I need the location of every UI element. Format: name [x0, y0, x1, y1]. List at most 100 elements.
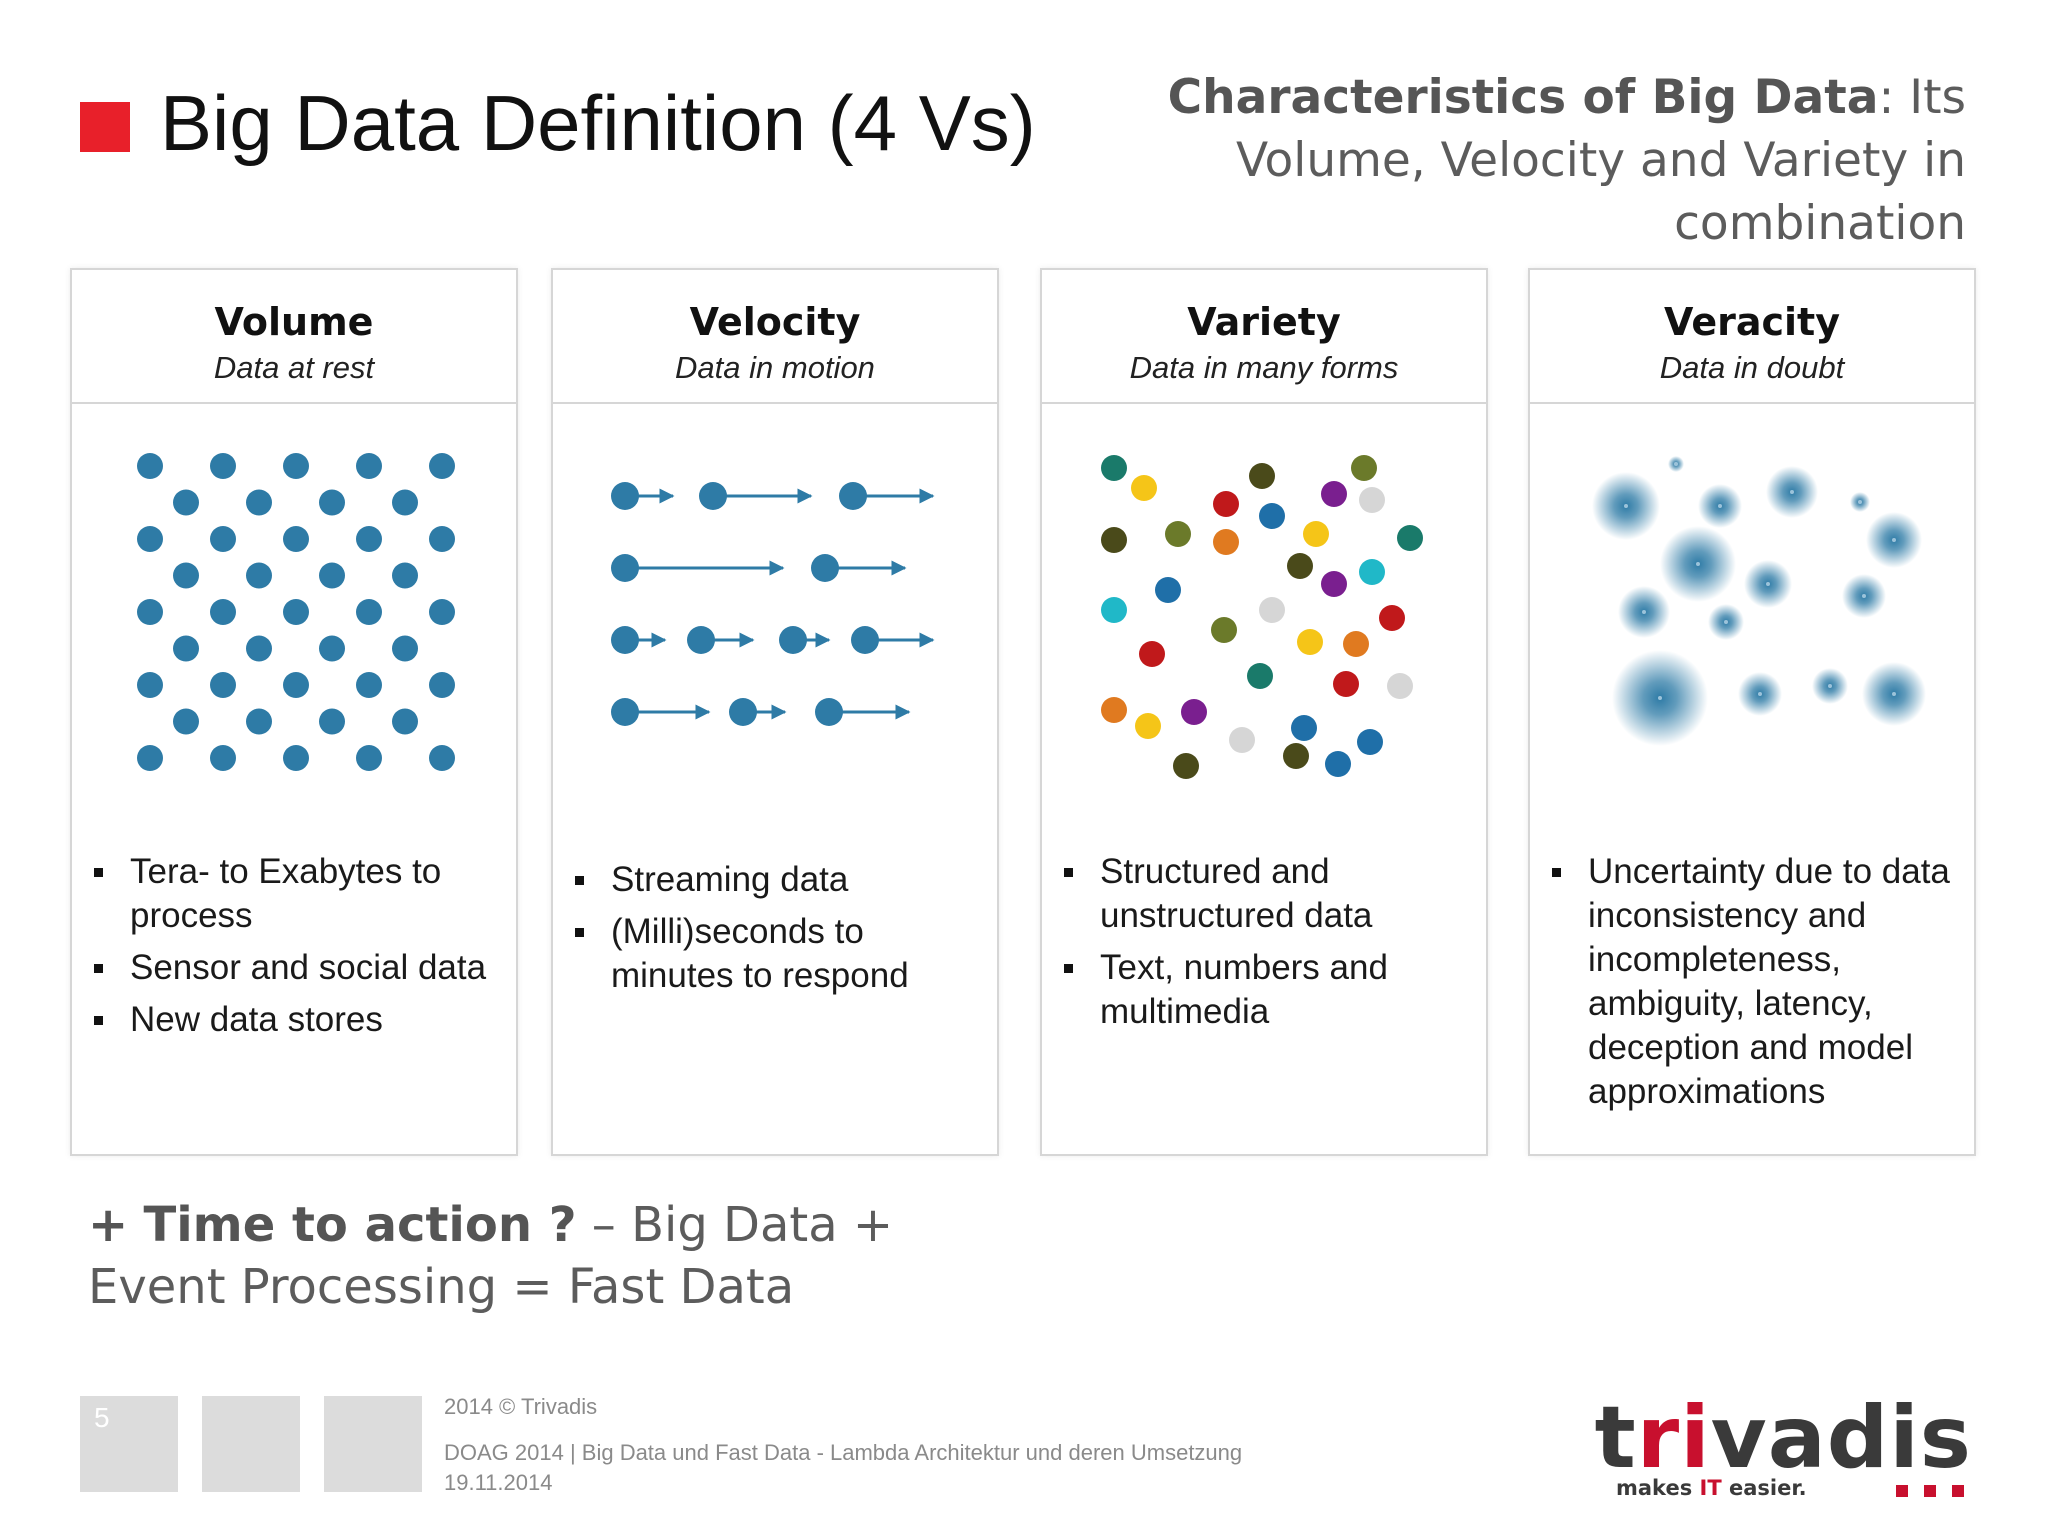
fast-data-equation: – Big Data + Event Processing = Fast Dat…	[88, 1197, 894, 1315]
variety-dot	[1359, 559, 1385, 585]
volume-dot	[356, 599, 382, 625]
logo-wordmark: trivadis	[1595, 1388, 1972, 1488]
panel-volume: Volume Data at rest Tera- to Exabytes to…	[70, 268, 518, 1156]
veracity-blurred-dots-graphic	[1530, 404, 1974, 794]
volume-dot	[137, 745, 163, 771]
panel-subtitle: Data in motion	[675, 350, 875, 385]
panel-variety: Variety Data in many forms Structured an…	[1040, 268, 1488, 1156]
volume-dot	[392, 635, 418, 662]
panel-title: Volume	[214, 300, 374, 344]
plus-sign: +	[88, 1197, 129, 1253]
variety-dot	[1101, 527, 1127, 553]
volume-dot	[246, 635, 272, 662]
variety-dot	[1379, 605, 1405, 631]
volume-dot	[210, 453, 236, 479]
velocity-dot	[611, 626, 639, 654]
volume-dot-grid-graphic	[72, 404, 516, 794]
volume-dot	[392, 708, 418, 735]
variety-dot	[1135, 713, 1161, 739]
volume-dot	[319, 635, 345, 662]
variety-dot	[1173, 753, 1199, 779]
panel-title: Veracity	[1664, 300, 1840, 344]
time-to-action-label: Time to action ?	[143, 1197, 577, 1253]
panel-title: Variety	[1187, 300, 1341, 344]
volume-dot	[173, 562, 199, 589]
variety-colored-dots-graphic	[1042, 404, 1486, 794]
variety-dot	[1303, 521, 1329, 547]
volume-dot	[137, 672, 163, 698]
time-to-action-note: + Time to action ? – Big Data + Event Pr…	[88, 1194, 988, 1318]
tagline-it: IT	[1699, 1476, 1722, 1500]
volume-dot	[429, 672, 455, 698]
variety-dot	[1229, 727, 1255, 753]
bullet-list: Streaming data (Milli)seconds to minutes…	[575, 858, 985, 1006]
volume-dot	[283, 745, 309, 771]
volume-dot	[173, 635, 199, 662]
volume-dot	[283, 526, 309, 552]
list-item: Streaming data	[575, 858, 985, 902]
variety-dot	[1213, 491, 1239, 517]
list-item: Uncertainty due to data inconsistency an…	[1552, 850, 1962, 1114]
velocity-dot	[839, 482, 867, 510]
volume-dot	[429, 745, 455, 771]
volume-dot	[246, 489, 272, 516]
volume-dot	[429, 599, 455, 625]
list-item: (Milli)seconds to minutes to respond	[575, 910, 985, 998]
volume-dot	[356, 672, 382, 698]
volume-dot	[319, 489, 345, 516]
variety-dot	[1259, 503, 1285, 529]
panel-header: Velocity Data in motion	[553, 270, 997, 404]
list-item: New data stores	[94, 998, 504, 1042]
variety-dot	[1249, 463, 1275, 489]
volume-dot	[356, 526, 382, 552]
velocity-dot	[811, 554, 839, 582]
variety-dot	[1101, 697, 1127, 723]
panel-header: Volume Data at rest	[72, 270, 516, 404]
variety-dot	[1213, 529, 1239, 555]
variety-dot	[1351, 455, 1377, 481]
page-title: Big Data Definition (4 Vs)	[160, 79, 1036, 167]
bullet-list: Tera- to Exabytes to process Sensor and …	[94, 850, 504, 1050]
volume-dot	[210, 745, 236, 771]
volume-dot	[137, 526, 163, 552]
variety-dot	[1321, 571, 1347, 597]
list-item: Sensor and social data	[94, 946, 504, 990]
variety-dot	[1155, 577, 1181, 603]
volume-dot	[137, 453, 163, 479]
panel-subtitle: Data in doubt	[1659, 350, 1845, 385]
volume-dot	[210, 672, 236, 698]
variety-dot	[1297, 629, 1323, 655]
panel-veracity: Veracity Data in doubt Uncertainty due t…	[1528, 268, 1976, 1156]
volume-dot	[319, 708, 345, 735]
tagline-part: easier.	[1721, 1476, 1807, 1500]
volume-dot	[173, 489, 199, 516]
title-bullet-square	[80, 102, 130, 152]
bullet-list: Structured and unstructured data Text, n…	[1064, 850, 1474, 1042]
tagline-part: makes	[1616, 1476, 1700, 1500]
footer-copyright: 2014 © Trivadis	[444, 1394, 598, 1419]
variety-dot	[1131, 475, 1157, 501]
panel-subtitle: Data in many forms	[1129, 350, 1399, 385]
variety-dot	[1333, 671, 1359, 697]
panel-header: Variety Data in many forms	[1042, 270, 1486, 404]
panel-title: Velocity	[689, 300, 861, 344]
volume-dot	[356, 745, 382, 771]
velocity-dot	[851, 626, 879, 654]
slide-number: 5	[94, 1402, 110, 1433]
volume-dot	[137, 599, 163, 625]
logo-tagline: makes IT easier.	[1616, 1476, 1807, 1500]
volume-dot	[210, 526, 236, 552]
variety-dot	[1397, 525, 1423, 551]
variety-dot	[1101, 455, 1127, 481]
volume-dot	[429, 526, 455, 552]
footer-box	[202, 1396, 300, 1492]
footer-box	[324, 1396, 422, 1492]
panel-header: Veracity Data in doubt	[1530, 270, 1974, 404]
volume-dot	[210, 599, 236, 625]
velocity-dot	[611, 482, 639, 510]
list-item: Tera- to Exabytes to process	[94, 850, 504, 938]
list-item: Text, numbers and multimedia	[1064, 946, 1474, 1034]
footer-event-line: DOAG 2014 | Big Data und Fast Data - Lam…	[444, 1440, 1243, 1465]
volume-dot	[246, 562, 272, 589]
trivadis-logo: trivadis makes IT easier.	[1595, 1388, 1972, 1508]
